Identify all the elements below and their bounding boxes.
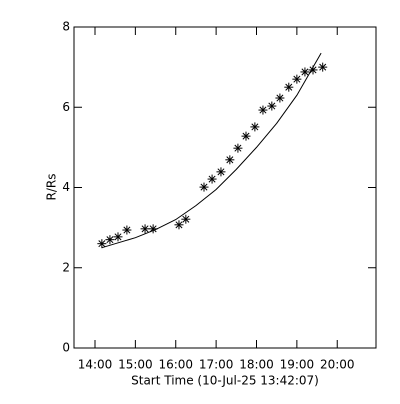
asterisk-stroke — [319, 63, 327, 71]
asterisk-stroke — [106, 236, 114, 244]
y-tick-label: 8 — [62, 20, 70, 34]
point — [300, 67, 310, 77]
point — [97, 239, 107, 249]
asterisk-stroke — [276, 94, 284, 102]
x-tick-label: 15:00 — [118, 358, 153, 372]
asterisk-stroke — [301, 68, 309, 76]
point — [267, 101, 277, 111]
point — [181, 214, 191, 224]
point — [174, 220, 184, 230]
asterisk-stroke — [217, 168, 225, 176]
point — [318, 62, 328, 72]
point — [199, 182, 209, 192]
x-tick-label: 18:00 — [239, 358, 274, 372]
asterisk-stroke — [114, 233, 122, 241]
fit-line — [101, 52, 322, 249]
x-tick-label: 14:00 — [78, 358, 113, 372]
point — [113, 232, 123, 242]
point — [207, 174, 217, 184]
x-tick-label: 16:00 — [158, 358, 193, 372]
asterisk-stroke — [200, 183, 208, 191]
asterisk-stroke — [293, 75, 301, 83]
asterisk-stroke — [285, 83, 293, 91]
asterisk-stroke — [182, 215, 190, 223]
asterisk-stroke — [251, 123, 259, 131]
point — [258, 105, 268, 115]
asterisk-stroke — [234, 144, 242, 152]
point — [216, 167, 226, 177]
asterisk-stroke — [141, 225, 149, 233]
asterisk-stroke — [98, 240, 106, 248]
y-tick-label: 4 — [62, 180, 70, 194]
y-tick-label: 6 — [62, 100, 70, 114]
asterisk-stroke — [175, 221, 183, 229]
plot-frame — [73, 26, 377, 349]
asterisk-stroke — [268, 102, 276, 110]
y-tick-label: 0 — [62, 341, 70, 355]
point — [292, 74, 302, 84]
point — [250, 122, 260, 132]
point — [284, 82, 294, 92]
point — [241, 131, 251, 141]
asterisk-stroke — [309, 66, 317, 74]
point — [122, 225, 132, 235]
asterisk-stroke — [226, 156, 234, 164]
point — [140, 224, 150, 234]
point — [275, 93, 285, 103]
x-axis-label: Start Time (10-Jul-25 13:42:07) — [131, 374, 319, 388]
x-tick-label: 20:00 — [320, 358, 355, 372]
asterisk-stroke — [123, 226, 131, 234]
x-tick-label: 17:00 — [199, 358, 234, 372]
x-tick-label: 19:00 — [280, 358, 315, 372]
y-axis-label: R/Rs — [45, 174, 59, 201]
asterisk-stroke — [208, 175, 216, 183]
point — [308, 65, 318, 75]
asterisk-stroke — [259, 106, 267, 114]
point — [225, 155, 235, 165]
y-tick-label: 2 — [62, 260, 70, 274]
point — [233, 143, 243, 153]
asterisk-stroke — [242, 132, 250, 140]
point — [105, 235, 115, 245]
